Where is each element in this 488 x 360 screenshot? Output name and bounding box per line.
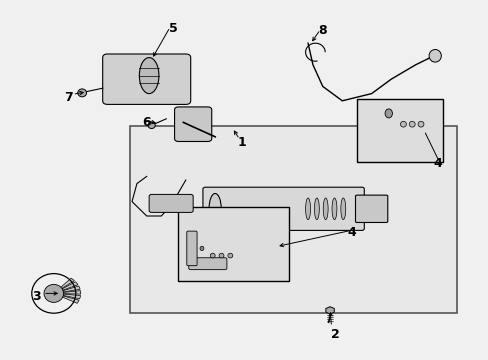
Wedge shape [54,291,81,294]
Wedge shape [54,286,80,293]
FancyBboxPatch shape [188,258,226,270]
Ellipse shape [147,122,155,129]
Text: 7: 7 [64,91,73,104]
Ellipse shape [428,50,441,62]
Ellipse shape [314,198,319,220]
FancyBboxPatch shape [174,107,211,141]
Wedge shape [54,293,81,299]
Ellipse shape [44,284,63,302]
Bar [356,99,442,162]
Ellipse shape [139,58,159,94]
Ellipse shape [200,246,203,251]
Text: 6: 6 [142,116,151,129]
Wedge shape [54,293,79,303]
Ellipse shape [408,121,414,127]
FancyBboxPatch shape [355,195,387,222]
FancyBboxPatch shape [102,54,190,104]
FancyBboxPatch shape [203,187,364,230]
Ellipse shape [78,89,86,97]
Ellipse shape [219,253,224,258]
Ellipse shape [331,198,336,220]
Text: 2: 2 [330,328,339,341]
Wedge shape [54,278,74,293]
FancyBboxPatch shape [149,194,193,212]
Ellipse shape [210,253,215,258]
Text: 8: 8 [318,24,326,37]
Text: 5: 5 [169,22,178,35]
Ellipse shape [227,253,232,258]
Ellipse shape [208,194,221,224]
Text: 1: 1 [237,136,246,149]
Text: 4: 4 [347,226,356,239]
Text: 4: 4 [432,157,441,170]
Bar [129,126,456,313]
FancyBboxPatch shape [186,231,197,266]
Ellipse shape [417,121,423,127]
Ellipse shape [340,198,345,220]
Ellipse shape [385,109,392,118]
Wedge shape [54,282,78,293]
Ellipse shape [400,121,406,127]
Bar [178,207,288,281]
Ellipse shape [305,198,310,220]
Ellipse shape [323,198,327,220]
Text: 3: 3 [32,291,41,303]
